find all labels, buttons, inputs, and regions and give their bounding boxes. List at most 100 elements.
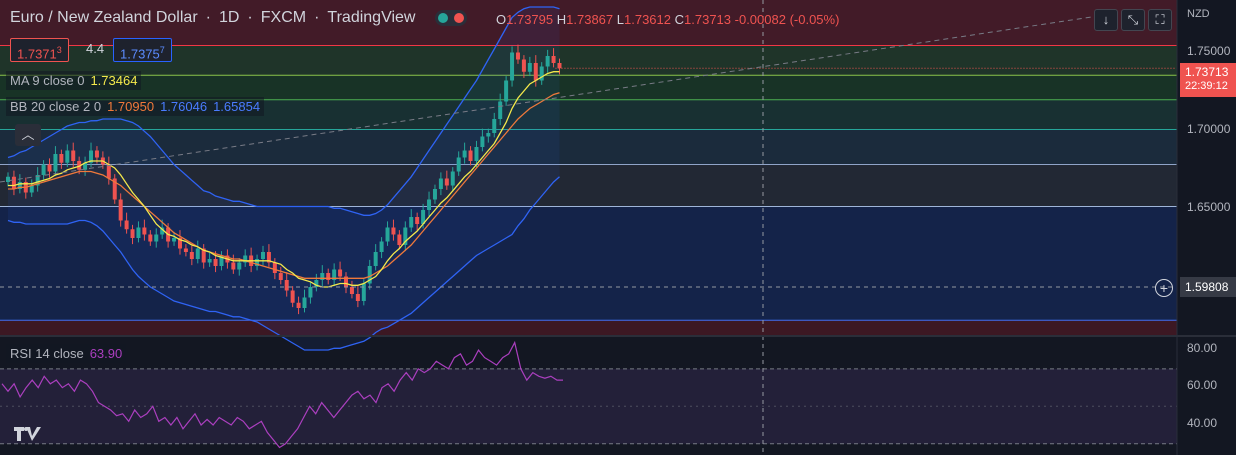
candle bbox=[47, 158, 52, 178]
buy-price-pip: 7 bbox=[159, 45, 165, 55]
candle bbox=[189, 245, 194, 266]
candle-body bbox=[332, 269, 337, 280]
candle-body bbox=[427, 199, 432, 210]
candle bbox=[314, 273, 319, 292]
candle-body bbox=[527, 63, 532, 72]
candle-body bbox=[533, 63, 538, 81]
candle bbox=[11, 170, 16, 196]
candle-body bbox=[11, 176, 16, 189]
rsi-pane bbox=[0, 340, 1177, 449]
close-label: C bbox=[674, 12, 685, 27]
rsi-tick-3: 40.00 bbox=[1187, 416, 1218, 430]
rsi-value: 63.90 bbox=[89, 346, 123, 361]
candle bbox=[355, 286, 360, 308]
candle bbox=[71, 142, 76, 168]
interval-label[interactable]: 1D bbox=[218, 9, 240, 26]
candle-body bbox=[444, 178, 449, 186]
tv-logo-icon bbox=[14, 427, 41, 441]
candle bbox=[35, 167, 40, 192]
candle-body bbox=[112, 178, 117, 200]
symbol-title[interactable]: Euro / New Zealand Dollar bbox=[10, 9, 198, 26]
candle bbox=[332, 263, 337, 287]
bb-legend[interactable]: BB 20 close 2 0 1.70950 1.76046 1.65854 bbox=[6, 97, 265, 116]
fullscreen-button[interactable]: ⛶ bbox=[1148, 9, 1172, 31]
candle bbox=[53, 146, 58, 176]
candle bbox=[148, 230, 153, 246]
candle-body bbox=[480, 136, 485, 147]
candle bbox=[391, 219, 396, 241]
scroll-down-button[interactable]: ↓ bbox=[1094, 9, 1118, 31]
candle-body bbox=[349, 287, 354, 294]
candle bbox=[450, 167, 455, 192]
close-value: 1.73713 bbox=[684, 12, 732, 27]
candle bbox=[527, 56, 532, 77]
candle bbox=[468, 146, 473, 166]
tradingview-logo-icon[interactable] bbox=[12, 423, 46, 445]
candle-body bbox=[47, 164, 52, 172]
open-value: 1.73795 bbox=[506, 12, 554, 27]
chevron-up-icon: ︿ bbox=[21, 127, 35, 142]
candle-body bbox=[154, 234, 159, 242]
candle-body bbox=[438, 178, 443, 189]
add-alert-plus-icon[interactable]: + bbox=[1155, 279, 1173, 297]
rsi-legend[interactable]: RSI 14 close 63.90 bbox=[6, 344, 127, 363]
candle bbox=[59, 149, 64, 169]
currency-label[interactable]: NZD bbox=[1187, 8, 1210, 20]
collapse-legend-button[interactable]: ︿ bbox=[15, 124, 41, 146]
zone-blue bbox=[0, 206, 1177, 321]
candle-body bbox=[77, 161, 82, 170]
candle bbox=[510, 46, 515, 87]
candle-body bbox=[237, 262, 242, 270]
candle-body bbox=[278, 273, 283, 280]
candle bbox=[284, 272, 289, 297]
candle bbox=[308, 282, 313, 304]
chart-header: Euro / New Zealand Dollar · 1D · FXCM · … bbox=[10, 9, 468, 27]
candles bbox=[6, 44, 562, 315]
candle bbox=[213, 251, 218, 273]
candle bbox=[492, 112, 497, 138]
candle-body bbox=[474, 147, 479, 161]
candle-body bbox=[17, 182, 22, 189]
candle-body bbox=[183, 248, 188, 252]
candle-body bbox=[403, 227, 408, 245]
candle bbox=[480, 128, 485, 152]
ma-legend[interactable]: MA 9 close 0 1.73464 bbox=[6, 71, 142, 90]
candle-body bbox=[551, 56, 556, 63]
candle bbox=[266, 244, 271, 267]
candle-body bbox=[492, 119, 497, 133]
candle bbox=[521, 55, 526, 78]
change-value: -0.00082 (-0.05%) bbox=[734, 12, 840, 27]
background-zones bbox=[0, 0, 1177, 336]
bb-label: BB 20 close 2 0 bbox=[10, 99, 102, 114]
candle bbox=[474, 140, 479, 168]
expand-icon: ⤡ bbox=[1127, 12, 1139, 27]
market-status-toggle[interactable] bbox=[435, 10, 468, 26]
separator: · bbox=[247, 9, 253, 26]
fullscreen-icon: ⛶ bbox=[1155, 12, 1165, 27]
buy-price: 1.7375 bbox=[120, 46, 160, 62]
candle-body bbox=[255, 259, 260, 266]
candle bbox=[112, 174, 117, 204]
candle-body bbox=[314, 280, 319, 287]
candle-body bbox=[379, 241, 384, 252]
buy-price-button[interactable]: 1.73757 bbox=[113, 38, 172, 62]
candle bbox=[326, 268, 331, 285]
separator: · bbox=[205, 9, 211, 26]
candle-body bbox=[272, 262, 277, 273]
open-label: O bbox=[496, 12, 507, 27]
bollinger-fill bbox=[8, 7, 560, 350]
candle bbox=[29, 179, 34, 197]
expand-button[interactable]: ⤡ bbox=[1121, 9, 1145, 31]
bb-lower-value: 1.65854 bbox=[213, 99, 261, 114]
candle-body bbox=[421, 210, 426, 224]
candle bbox=[65, 144, 70, 168]
candle bbox=[438, 172, 443, 196]
candle bbox=[130, 224, 135, 245]
source-label: TradingView bbox=[327, 9, 416, 26]
sell-price-button[interactable]: 1.73713 bbox=[10, 38, 69, 62]
candle-body bbox=[65, 150, 70, 163]
candle-body bbox=[243, 255, 248, 263]
candle bbox=[545, 49, 550, 73]
candle-body bbox=[118, 199, 123, 221]
